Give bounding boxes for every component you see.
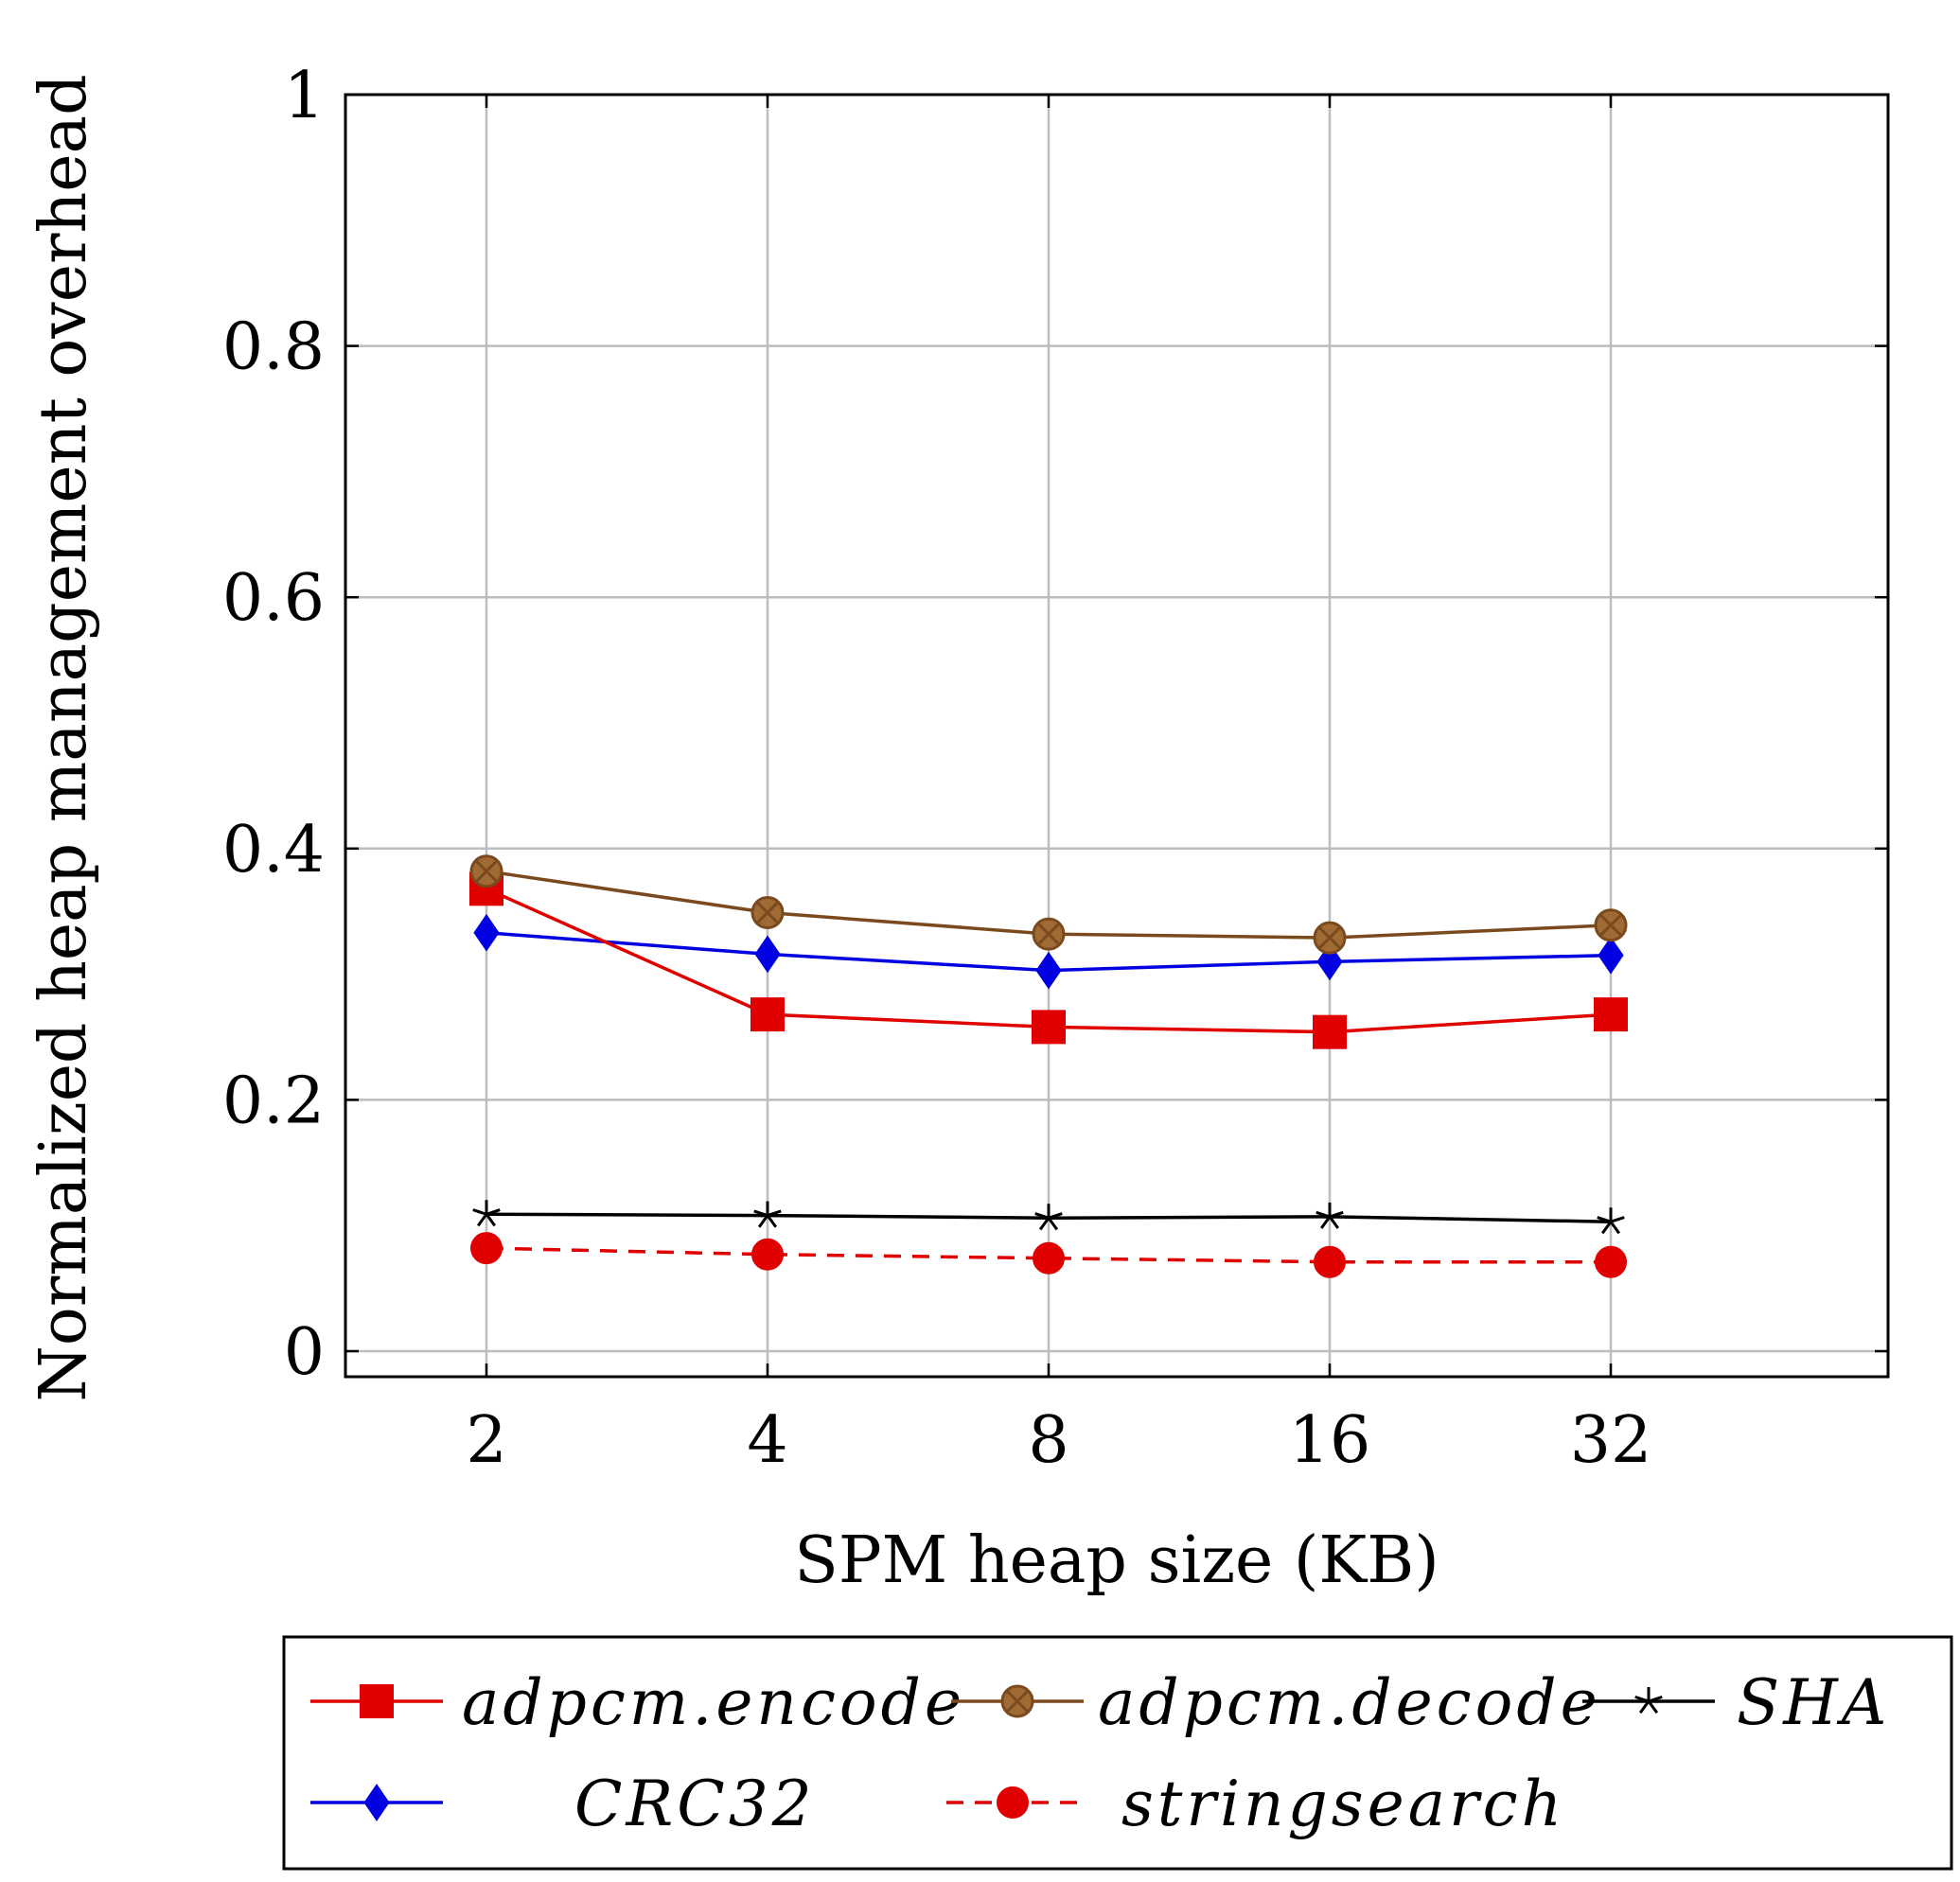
data-point (1597, 1207, 1625, 1235)
y-tick-label: 1 (284, 59, 325, 133)
marker-star-arm (472, 1208, 487, 1216)
legend-marker (363, 1784, 390, 1821)
legend-item-stringsearch: stringsearch (946, 1768, 1565, 1840)
marker-star-arm (1609, 1221, 1621, 1235)
series-stringsearch (470, 1232, 1627, 1278)
data-point (750, 997, 785, 1032)
data-point (470, 1232, 503, 1265)
series-line (486, 1246, 1611, 1264)
data-point (469, 854, 503, 888)
data-point (753, 1201, 782, 1228)
data-point (1035, 951, 1062, 990)
y-axis-ticks: 0 0.2 0.4 0.6 0.8 1 (222, 59, 1888, 1390)
marker-star-arm (753, 1209, 768, 1218)
data-point (1034, 1204, 1063, 1231)
data-point (1032, 1010, 1066, 1045)
x-axis-ticks: 2 4 8 16 32 (466, 95, 1651, 1478)
marker-star-arm (476, 1213, 488, 1227)
series-adpcm-encode (469, 871, 1628, 1049)
data-point (1598, 936, 1624, 975)
legend: adpcm.encode adpcm.decode SHA CRC32 stringse… (282, 1635, 1953, 1871)
marker-cross-line (474, 859, 499, 883)
grid (345, 93, 1888, 1377)
marker-star-arm (757, 1214, 769, 1228)
legend-label: SHA (1737, 1666, 1890, 1739)
data-point (751, 1238, 784, 1271)
data-point (1313, 1014, 1347, 1049)
marker-cross-line (1598, 913, 1623, 937)
marker-star-arm (1328, 1216, 1340, 1229)
x-tick-label: 4 (747, 1403, 787, 1478)
y-tick-label: 0.8 (222, 310, 325, 385)
x-axis-title: SPM heap size (KB) (794, 1523, 1439, 1598)
legend-label: CRC32 (574, 1768, 816, 1840)
legend-box (282, 1635, 1953, 1871)
data-point (750, 896, 785, 930)
marker-cross-line (1005, 1689, 1030, 1714)
marker-star-arm (485, 1213, 497, 1227)
series-SHA (472, 1200, 1625, 1235)
marker-star-arm (1034, 1212, 1050, 1220)
x-tick-label: 2 (466, 1403, 506, 1478)
data-point (473, 913, 500, 952)
marker-star-arm (1315, 1210, 1331, 1219)
y-tick-label: 0.6 (222, 561, 325, 636)
legend-item-CRC32: CRC32 (310, 1768, 816, 1840)
plot-area-frame (344, 93, 1890, 1379)
series-adpcm-decode (469, 854, 1628, 955)
x-tick-label: 8 (1028, 1403, 1068, 1478)
data-point (1594, 997, 1628, 1032)
legend-item-SHA: SHA (1582, 1666, 1890, 1739)
marker-star-arm (1038, 1217, 1051, 1231)
marker-star-arm (767, 1209, 782, 1218)
marker-star-arm (486, 1208, 501, 1216)
marker-star-arm (1610, 1216, 1625, 1223)
legend-label: adpcm.encode (462, 1666, 965, 1739)
marker-star-arm (1600, 1221, 1613, 1235)
marker-cross-line (1317, 926, 1342, 950)
legend-label: stringsearch (1121, 1768, 1565, 1840)
y-axis-title: Normalized heap management overhead (26, 74, 101, 1401)
data-point (754, 935, 781, 974)
data-point (1315, 1202, 1344, 1229)
marker-star-arm (1647, 1700, 1659, 1715)
marker-cross-line (755, 901, 780, 924)
data-point (1594, 908, 1628, 942)
marker-star-arm (1319, 1216, 1332, 1229)
data-point (1314, 1245, 1346, 1278)
data-point (1033, 1241, 1065, 1275)
data-point (1595, 1245, 1627, 1278)
marker-star-arm (1638, 1700, 1651, 1715)
y-tick-label: 0.4 (222, 813, 325, 888)
y-tick-label: 0 (284, 1315, 325, 1390)
marker-star-arm (1329, 1210, 1344, 1219)
marker-star-arm (766, 1214, 778, 1228)
x-tick-label: 16 (1289, 1403, 1371, 1478)
legend-item-adpcm-decode: adpcm.decode (951, 1666, 1601, 1739)
y-tick-label: 0.2 (222, 1064, 325, 1138)
data-point (1032, 917, 1066, 951)
x-tick-label: 32 (1570, 1403, 1652, 1478)
data-point (472, 1200, 501, 1227)
legend-label: adpcm.decode (1098, 1666, 1601, 1739)
marker-star-arm (1648, 1695, 1663, 1703)
legend-marker (1000, 1684, 1034, 1718)
marker-star-arm (1048, 1212, 1063, 1220)
marker-cross-line (1036, 923, 1061, 946)
marker-star-arm (1597, 1216, 1612, 1223)
series-group (469, 854, 1628, 1278)
marker-star-arm (1634, 1695, 1650, 1703)
data-point (1313, 921, 1347, 955)
marker-star-arm (1047, 1217, 1059, 1231)
legend-item-adpcm-encode: adpcm.encode (310, 1666, 965, 1739)
legend-marker (360, 1684, 394, 1718)
legend-marker (997, 1786, 1029, 1819)
legend-marker (1634, 1687, 1663, 1715)
